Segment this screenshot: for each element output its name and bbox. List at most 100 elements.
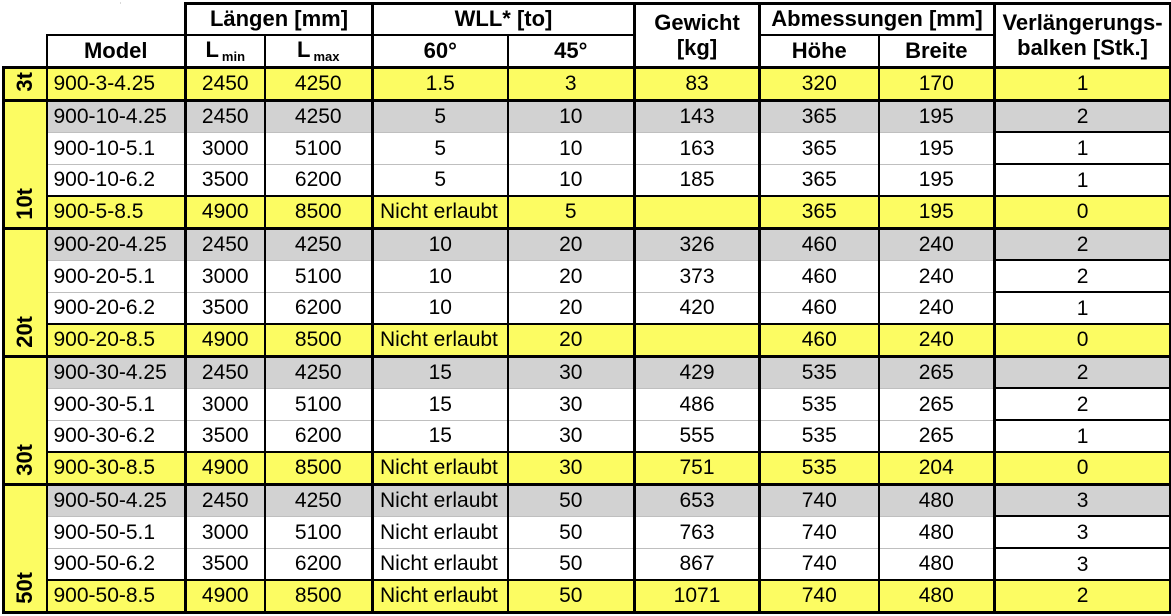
cell-hoehe: 365: [759, 195, 880, 229]
group-label-cell: 10t: [2, 98, 48, 230]
cell-hoehe: 365: [759, 131, 880, 165]
cell-model: 900-30-5.1: [46, 387, 187, 421]
cell-verlaengerungsbalken: 2: [994, 387, 1171, 421]
cell-breite: 204: [878, 451, 997, 485]
cell-l-max: 4250: [264, 354, 374, 389]
cell-l-min: 4900: [185, 451, 266, 485]
cell-wll-45: 50: [507, 515, 637, 549]
cell-wll-45: 5: [507, 195, 637, 229]
cell-verlaengerungsbalken: 3: [994, 515, 1171, 549]
cell-l-min: 3000: [185, 131, 266, 165]
cell-verlaengerungsbalken: 1: [994, 291, 1171, 325]
cell-model: 900-10-5.1: [46, 131, 187, 165]
cell-verlaengerungsbalken: 2: [994, 579, 1171, 614]
header-hoehe: Höhe: [759, 34, 880, 69]
cell-l-max: 4250: [264, 226, 374, 261]
cell-hoehe: 460: [759, 226, 880, 261]
cell-wll-60: 1.5: [372, 66, 509, 101]
cell-wll-60: Nicht erlaubt: [372, 195, 509, 229]
cell-wll-45: 50: [507, 547, 637, 581]
cell-breite: 265: [878, 419, 997, 453]
cell-verlaengerungsbalken: 1: [994, 163, 1171, 197]
cell-verlaengerungsbalken: 0: [994, 323, 1171, 357]
cell-verlaengerungsbalken: 1: [994, 131, 1171, 165]
cell-verlaengerungsbalken: 2: [994, 98, 1171, 133]
corner-blank: [3, 3, 186, 35]
cell-l-max: 5100: [264, 259, 374, 293]
cell-gewicht: [634, 195, 762, 229]
cell-breite: 240: [878, 226, 997, 261]
header-verlaengerung-line1: Verlängerungs-: [1002, 10, 1163, 36]
header-breite: Breite: [878, 34, 997, 69]
cell-verlaengerungsbalken: 2: [994, 354, 1171, 389]
cell-wll-45: 50: [507, 482, 637, 517]
cell-wll-45: 10: [507, 131, 637, 165]
cell-breite: 240: [878, 323, 997, 357]
cell-l-min: 3500: [185, 291, 266, 325]
cell-gewicht: 1071: [634, 579, 762, 614]
header-model: Model: [45, 33, 187, 69]
cell-l-min: 2450: [185, 98, 266, 133]
cell-model: 900-50-4.25: [46, 482, 187, 517]
cell-hoehe: 320: [759, 66, 880, 101]
cell-l-min: 3000: [185, 515, 266, 549]
cell-breite: 480: [878, 515, 997, 549]
cell-model: 900-50-8.5: [46, 579, 187, 614]
group-label-text: 10t: [12, 187, 38, 220]
cell-l-max: 6200: [264, 291, 374, 325]
cell-model: 900-30-8.5: [46, 451, 187, 485]
cell-l-max: 4250: [264, 66, 374, 101]
header-wll: WLL* [to]: [372, 2, 637, 36]
cell-gewicht: 555: [634, 419, 762, 453]
cell-model: 900-30-4.25: [46, 354, 187, 389]
cell-breite: 480: [878, 482, 997, 517]
group-label-cell: 30t: [2, 354, 48, 486]
cell-hoehe: 535: [759, 354, 880, 389]
cell-l-min: 2450: [185, 66, 266, 101]
cell-verlaengerungsbalken: 3: [994, 547, 1171, 581]
cell-hoehe: 365: [759, 163, 880, 197]
cell-wll-45: 30: [507, 451, 637, 485]
cell-l-max: 5100: [264, 131, 374, 165]
cell-l-min: 4900: [185, 195, 266, 229]
cell-l-min: 3000: [185, 259, 266, 293]
table-row: 900-20-8.5 4900 8500 Nicht erlaubt 20 460 240 0: [4, 323, 1171, 357]
table-row: 900-30-5.1 3000 5100 15 30 486 535 265 2: [4, 387, 1171, 421]
table-row: 10t 900-10-4.25 2450 4250 5 10 143 365 195 2: [2, 98, 1171, 230]
cell-l-max: 8500: [264, 195, 374, 229]
l-min-main: L: [205, 36, 219, 62]
cell-breite: 195: [878, 163, 997, 197]
cell-wll-60: Nicht erlaubt: [372, 515, 509, 549]
cell-wll-60: Nicht erlaubt: [372, 482, 509, 517]
cell-l-min: 4900: [185, 579, 266, 614]
table-row: 900-50-6.2 3500 6200 Nicht erlaubt 50 867 740 4…: [4, 547, 1171, 581]
cell-l-max: 6200: [264, 163, 374, 197]
cell-gewicht: 326: [634, 226, 762, 261]
cell-model: 900-20-8.5: [46, 323, 187, 357]
cell-verlaengerungsbalken: 0: [994, 195, 1171, 229]
cell-l-max: 8500: [264, 323, 374, 357]
cell-l-max: 5100: [264, 515, 374, 549]
cell-l-max: 8500: [264, 579, 374, 614]
header-gewicht: Gewicht [kg]: [634, 2, 762, 69]
cell-wll-60: Nicht erlaubt: [372, 547, 509, 581]
cell-gewicht: 143: [634, 98, 762, 133]
cell-model: 900-30-6.2: [46, 419, 187, 453]
l-max-sub: max: [313, 48, 340, 64]
cell-model: 900-20-5.1: [46, 259, 187, 293]
header-gewicht-line1: Gewicht: [654, 10, 740, 36]
cell-gewicht: 867: [634, 547, 762, 581]
cell-verlaengerungsbalken: 2: [994, 259, 1171, 293]
header-row-1: Längen [mm] WLL* [to] Gewicht [kg] Abmes…: [3, 2, 1171, 69]
cell-breite: 195: [878, 131, 997, 165]
header-abmessungen: Abmessungen [mm]: [759, 2, 997, 36]
cell-breite: 195: [878, 195, 997, 229]
cell-breite: 265: [878, 354, 997, 389]
header-60deg: 60°: [372, 34, 509, 69]
cell-model: 900-20-6.2: [46, 291, 187, 325]
table-row: 900-20-5.1 3000 5100 10 20 373 460 240 2: [4, 259, 1171, 293]
table-row: 900-50-5.1 3000 5100 Nicht erlaubt 50 763 740 4…: [4, 515, 1171, 549]
